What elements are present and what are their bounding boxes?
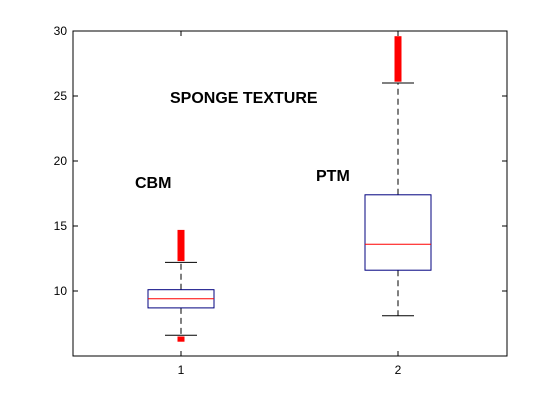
box-group-2 <box>364 36 432 317</box>
y-tick-label-30: 30 <box>54 24 68 38</box>
plot-area <box>72 30 508 357</box>
outliers-low <box>177 336 185 342</box>
boxes-layer <box>147 36 432 342</box>
y-tick-label-25: 25 <box>54 89 68 103</box>
box-iqr <box>364 194 432 271</box>
outliers-high <box>177 229 185 262</box>
annotation-ptm: PTM <box>316 168 350 185</box>
outliers-high <box>394 36 402 82</box>
x-tick-label-2: 2 <box>395 363 402 377</box>
y-tick-label-10: 10 <box>54 284 68 298</box>
y-tick-label-15: 15 <box>54 219 68 233</box>
x-tick-label-1: 1 <box>178 363 185 377</box>
box-group-1 <box>147 229 215 342</box>
y-axis: 10 15 20 25 30 <box>54 24 507 298</box>
y-tick-label-20: 20 <box>54 154 68 168</box>
annotation-cbm: CBM <box>135 175 171 192</box>
annotation-sponge-texture: SPONGE TEXTURE <box>170 90 318 107</box>
